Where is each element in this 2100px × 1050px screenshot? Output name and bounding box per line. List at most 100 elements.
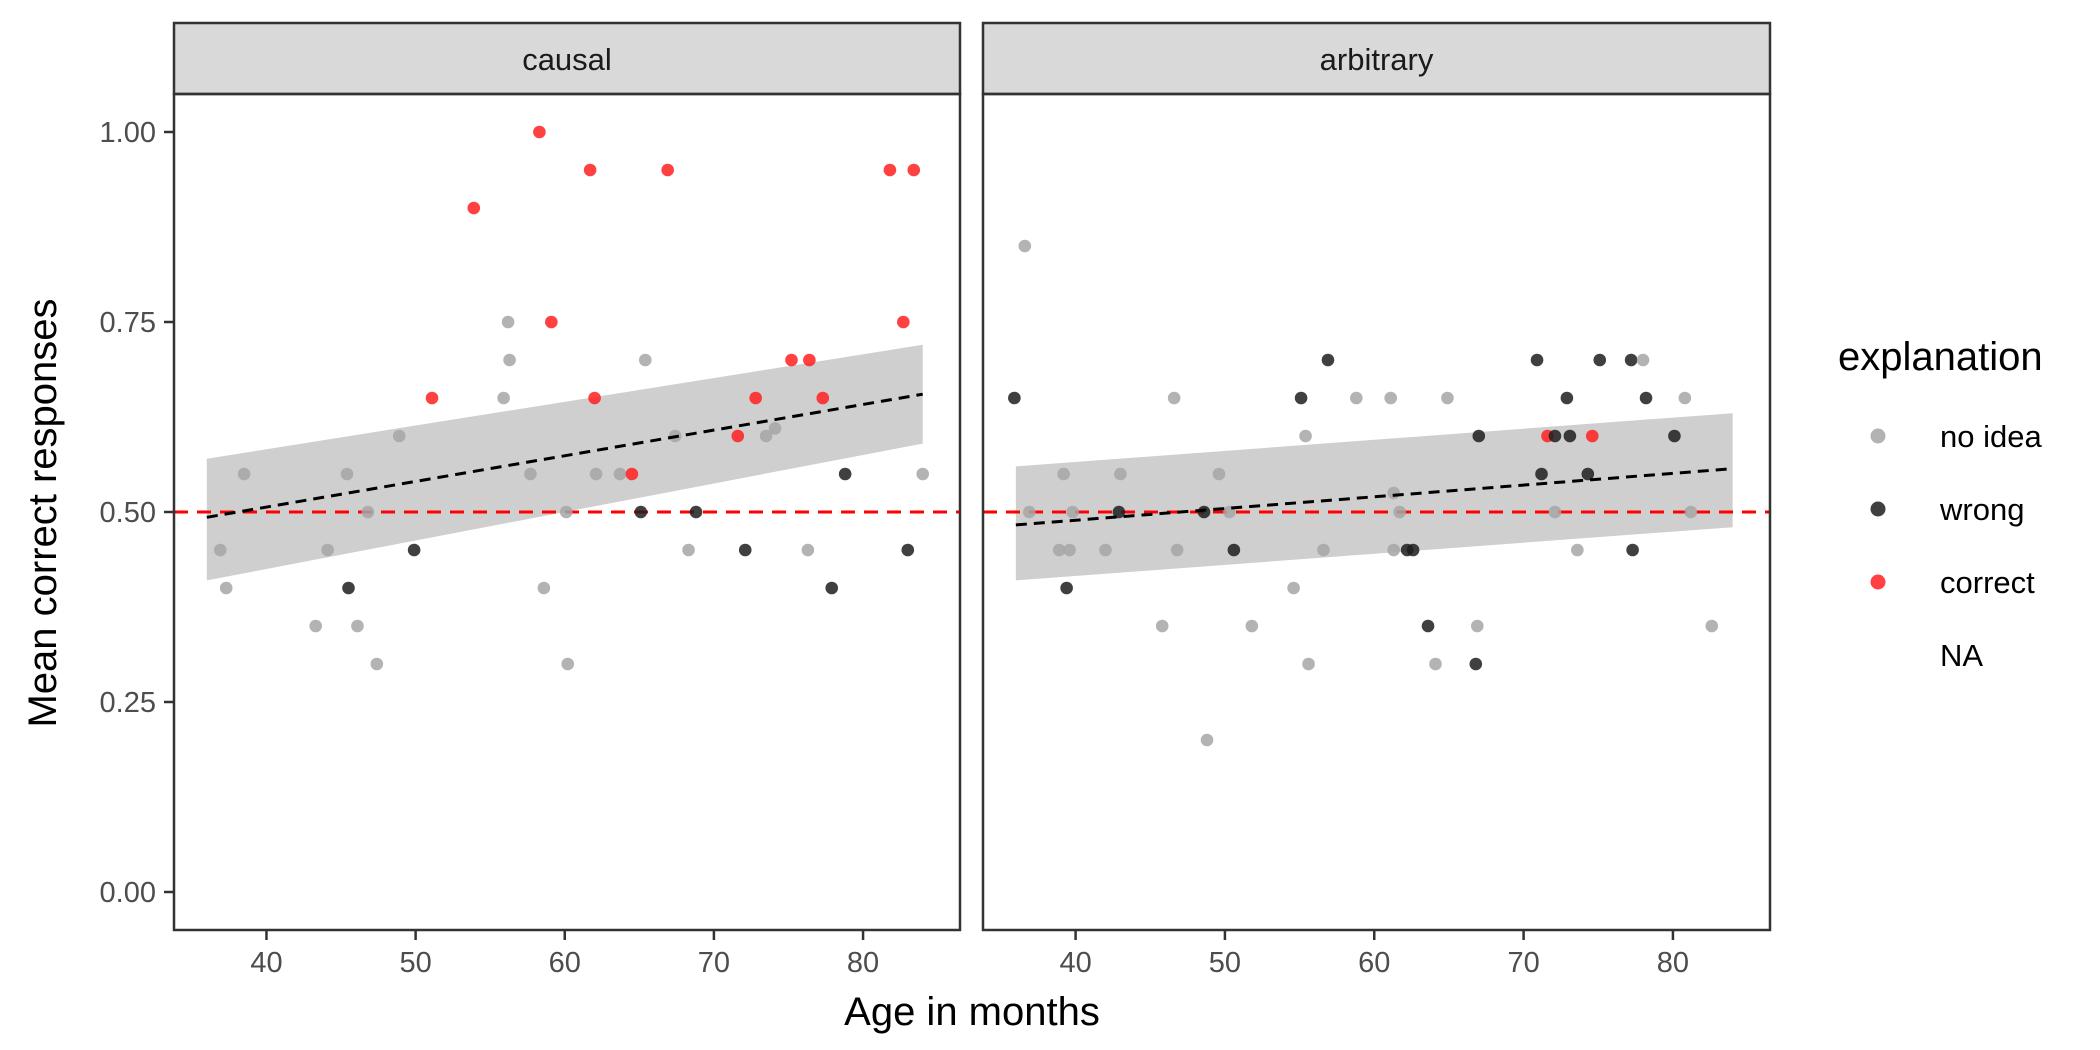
data-point-correct [588, 391, 601, 405]
y-tick-label: 0.25 [100, 687, 156, 719]
y-tick-label: 1.00 [100, 117, 156, 149]
data-point-wrong [1535, 467, 1548, 481]
data-point-no-idea [340, 467, 354, 481]
x-tick-label: 70 [698, 947, 730, 979]
data-point-no-idea [1287, 581, 1300, 595]
data-point-no-idea [1057, 467, 1070, 481]
data-point-no-idea [1350, 391, 1363, 405]
data-point-no-idea [1099, 543, 1112, 557]
x-tick-label: 50 [399, 947, 431, 979]
data-point-correct [661, 163, 674, 177]
data-point-wrong [1469, 657, 1483, 671]
legend-key-no-idea [1870, 428, 1886, 444]
trend-line [206, 392, 923, 519]
panel-arbitrary: arbitrary 40 50 60 70 80 [981, 21, 1772, 979]
legend: explanation no idea wrong correct NA [1838, 335, 2043, 673]
data-point-correct [907, 163, 921, 177]
data-point-no-idea [237, 467, 251, 481]
confidence-band [206, 344, 923, 581]
data-point-correct [425, 391, 439, 405]
data-point-no-idea [1684, 505, 1698, 519]
data-point-wrong [1639, 391, 1653, 405]
data-point-no-idea [1429, 657, 1442, 671]
panel-causal: causal 40 50 60 70 80 0.00 0.25 0.50 0.75 1.00 [100, 21, 962, 979]
data-point-no-idea [219, 581, 233, 595]
data-point-no-idea [1302, 657, 1315, 671]
data-point-wrong [1581, 467, 1595, 481]
data-point-wrong [342, 581, 355, 595]
data-point-correct [816, 391, 830, 405]
data-point-no-idea [309, 619, 322, 633]
data-point-no-idea [589, 467, 603, 481]
data-point-no-idea [682, 543, 695, 557]
y-tick-label: 0.00 [100, 877, 156, 909]
data-point-wrong [1294, 391, 1308, 405]
data-point-no-idea [1384, 391, 1397, 405]
data-point-wrong [1227, 543, 1241, 557]
data-point-correct [785, 353, 798, 367]
panels: causal 40 50 60 70 80 0.00 0.25 0.50 0.75 1.00 arbi… [100, 21, 1772, 979]
x-tick-label: 40 [1059, 947, 1091, 979]
data-point-wrong [825, 581, 839, 595]
data-point-no-idea [1548, 505, 1562, 519]
data-point-wrong [1112, 505, 1126, 519]
data-point-correct [731, 429, 745, 443]
data-point-no-idea [1022, 505, 1036, 519]
data-point-no-idea [1299, 429, 1312, 443]
facet-strip-label: causal [522, 42, 612, 77]
legend-label-correct: correct [1940, 565, 2035, 600]
data-point-no-idea [537, 581, 551, 595]
legend-label-wrong: wrong [1939, 492, 2024, 527]
data-point-correct [545, 315, 558, 329]
data-point-wrong [1530, 353, 1544, 367]
legend-key-correct [1870, 574, 1886, 590]
data-point-correct [467, 201, 481, 215]
data-point-correct [533, 125, 546, 139]
facet-strip-label: arbitrary [1320, 42, 1434, 77]
x-tick-label: 80 [847, 947, 879, 979]
data-point-wrong [1197, 505, 1211, 519]
data-point-wrong [689, 505, 703, 519]
data-point-no-idea [1212, 467, 1226, 481]
data-point-no-idea [1170, 543, 1184, 557]
facet-strip [172, 21, 962, 96]
y-axis-title: Mean correct responses [21, 298, 65, 727]
data-point-no-idea [1678, 391, 1692, 405]
data-point-wrong [901, 543, 915, 557]
data-point-no-idea [1393, 505, 1406, 519]
data-point-no-idea [561, 657, 575, 671]
x-tick-label: 50 [1209, 947, 1241, 979]
legend-label-na: NA [1940, 638, 1983, 673]
data-point-wrong [1406, 543, 1420, 557]
data-point-no-idea [497, 391, 510, 405]
data-point-wrong [1472, 429, 1486, 443]
data-point-no-idea [1387, 486, 1400, 500]
data-point-no-idea [501, 315, 515, 329]
trend-line [1015, 467, 1733, 527]
data-point-no-idea [351, 619, 364, 633]
data-point-no-idea [1167, 391, 1181, 405]
data-point-no-idea [392, 429, 406, 443]
data-point-wrong [1668, 429, 1681, 443]
data-point-correct [583, 163, 597, 177]
x-axis-title: Age in months [844, 990, 1100, 1034]
data-point-wrong [1548, 429, 1562, 443]
data-point-wrong [1008, 391, 1021, 405]
y-tick-label: 0.50 [100, 497, 156, 529]
data-point-wrong [407, 543, 421, 557]
data-point-no-idea [1245, 619, 1259, 633]
data-point-no-idea [1441, 391, 1454, 405]
data-point-no-idea [1052, 543, 1066, 557]
data-point-no-idea [1155, 619, 1169, 633]
data-point-wrong [1624, 353, 1638, 367]
data-point-no-idea [559, 505, 573, 519]
x-tick-label: 60 [549, 947, 581, 979]
data-point-wrong [1626, 543, 1639, 557]
data-point-no-idea [524, 467, 537, 481]
data-point-no-idea [1636, 353, 1650, 367]
data-point-wrong [738, 543, 752, 557]
legend-key-wrong [1870, 501, 1886, 517]
data-point-no-idea [1114, 467, 1127, 481]
data-point-no-idea [1571, 543, 1584, 557]
